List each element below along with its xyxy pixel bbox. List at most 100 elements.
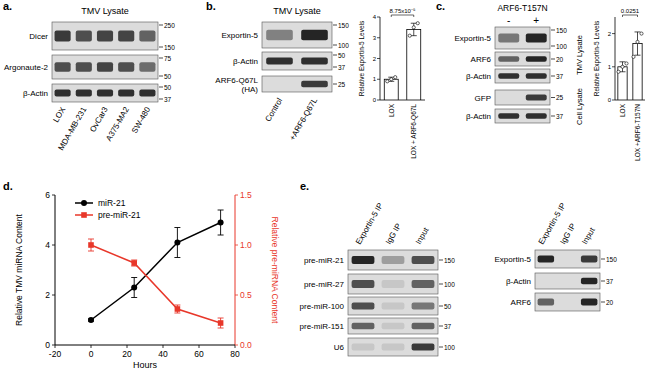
y-axis-label: Relative Exportin-5 Levels: [358, 20, 366, 96]
band: [581, 255, 597, 262]
y-tick: [52, 195, 55, 196]
error-bar: [174, 305, 180, 313]
error-bar: [635, 32, 641, 55]
bar: [407, 29, 421, 100]
marker-tick: [159, 76, 163, 77]
blot-title: ARF6-T157N: [497, 3, 547, 13]
marker-tick: [333, 45, 337, 46]
mw-marker: 20: [556, 56, 564, 63]
row-label: β-Actin: [506, 277, 531, 286]
marker-tick: [333, 67, 337, 68]
error-bar: [218, 318, 224, 328]
data-point: [88, 317, 94, 323]
y-tick-label: 4: [373, 14, 377, 20]
x-tick: [235, 345, 236, 348]
y-tick-label: 0: [608, 97, 612, 103]
marker-tick: [439, 306, 443, 307]
band: [382, 280, 405, 288]
blot-title: TMV Lysate: [273, 6, 321, 16]
marker-tick: [439, 260, 443, 261]
row-label: ARF6: [511, 298, 532, 307]
row-label: Exportin-5: [222, 31, 259, 40]
blot-strip: [262, 22, 332, 48]
mw-marker: 37: [444, 323, 452, 330]
band: [118, 30, 134, 41]
band: [352, 280, 375, 288]
x-tick: [127, 345, 128, 348]
mw-marker: 25: [556, 94, 564, 101]
figure: a.b.c.d.e.TMV LysateDicer250150Argonaute…: [0, 0, 652, 371]
band: [412, 323, 435, 329]
row-label: ARF6-Q67L: [215, 76, 258, 85]
x-tick-label: 0: [89, 349, 94, 359]
band: [538, 278, 554, 284]
mw-marker: 250: [164, 22, 175, 29]
data-point: [174, 240, 180, 246]
lane-label: IgG IP: [558, 222, 577, 246]
blot-strip: [348, 297, 438, 315]
band: [538, 298, 554, 305]
blot-strip: [52, 55, 158, 79]
mw-marker: 150: [556, 27, 567, 34]
band: [538, 255, 554, 262]
band: [498, 113, 519, 119]
lane-label: IgG IP: [384, 222, 403, 246]
y-tick-label: 3: [373, 35, 377, 41]
band: [352, 343, 375, 350]
x-tick-label: -20: [49, 349, 62, 359]
data-point: [412, 26, 415, 29]
y-tick-label: 0: [45, 340, 50, 350]
row-label: Exportin-5: [455, 34, 492, 43]
p-value: 8.75x10⁻⁵: [390, 8, 416, 14]
x-tick: [199, 345, 200, 348]
mw-marker: 37: [164, 96, 172, 103]
row-label: Dicer: [29, 32, 48, 41]
y2-tick-label: 0.5: [240, 290, 252, 300]
blot-strip: [495, 27, 550, 49]
marker-tick: [551, 97, 555, 98]
x-tick-label: LOX + ARF6-Q67L: [410, 104, 418, 159]
data-point: [621, 65, 624, 68]
row-label: GFP: [475, 94, 491, 103]
data-point: [625, 62, 628, 65]
data-point: [408, 34, 411, 37]
y-tick-label: 4: [45, 240, 50, 250]
row-label: Exportin-5: [495, 255, 532, 264]
lane-label: OvCar3: [88, 105, 110, 134]
marker-tick: [439, 347, 443, 348]
y2-tick: [235, 295, 238, 296]
bar: [384, 79, 398, 100]
data-point: [175, 306, 181, 312]
y-tick: [377, 58, 380, 59]
blot-strip: [348, 274, 438, 294]
panel-letter: a.: [3, 0, 12, 12]
data-point: [88, 242, 94, 248]
mw-marker: 37: [556, 113, 564, 120]
band: [301, 30, 328, 40]
x-tick-label: LOX: [619, 103, 626, 117]
panel-letter: b.: [206, 0, 216, 12]
band: [301, 81, 328, 87]
plot-area: [88, 210, 224, 328]
plot-area: [617, 32, 643, 100]
p-value: 0.0251: [621, 8, 640, 14]
data-point: [394, 76, 397, 79]
marker-tick: [159, 25, 163, 26]
y-tick: [52, 345, 55, 346]
y-tick: [377, 37, 380, 38]
x-tick-label: LOX: [388, 103, 395, 117]
x-tick: [163, 345, 164, 348]
mw-marker: 37: [606, 278, 614, 285]
band: [118, 62, 134, 72]
marker-tick: [159, 47, 163, 48]
band: [382, 343, 405, 350]
mw-marker: 50: [338, 52, 346, 59]
x-axis: [55, 345, 235, 346]
mw-marker: 100: [444, 281, 455, 288]
row-label: U6: [334, 343, 345, 352]
marker-tick: [601, 302, 605, 303]
marker-tick: [159, 58, 163, 59]
x-tick-label: 60: [194, 349, 204, 359]
band: [559, 278, 575, 284]
y-axis-label: Relative TMV miRNA Content: [14, 213, 24, 325]
